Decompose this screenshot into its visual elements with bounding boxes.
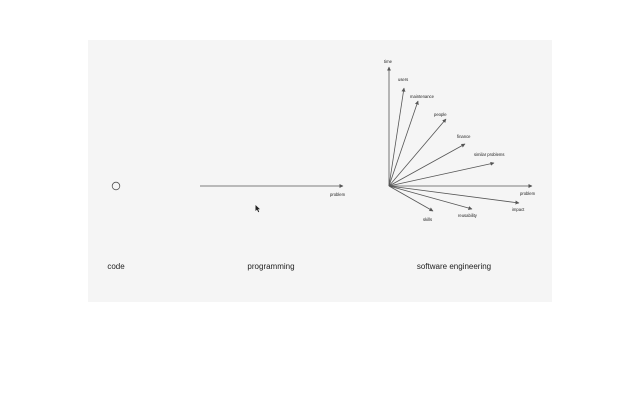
se-label-similar-problems: similar problems xyxy=(474,152,504,157)
se-vector-similar-problems xyxy=(388,161,495,187)
code-circle xyxy=(111,181,121,191)
se-vector-skills xyxy=(388,185,434,212)
se-label-maintenance: maintenance xyxy=(410,94,435,99)
se-vector-reusability xyxy=(388,185,473,210)
caption-software-engineering: software engineering xyxy=(416,262,492,271)
se-vector-impact xyxy=(388,185,520,205)
se-label-problem: problem xyxy=(520,191,536,196)
se-label-time: time xyxy=(384,59,393,64)
se-vector-maintenance xyxy=(388,100,419,187)
se-vector-people xyxy=(388,118,447,187)
programming-problem-label: problem xyxy=(330,192,346,197)
caption-programming: programming xyxy=(247,262,295,271)
se-label-finance: finance xyxy=(457,134,471,139)
se-vector-users xyxy=(388,87,406,187)
se-label-people: people xyxy=(434,112,447,117)
se-vector-finance xyxy=(388,143,466,187)
se-label-reusability: reusability xyxy=(458,213,478,218)
software-engineering-vectors: time users maintenance people finance similar… xyxy=(384,59,536,222)
se-label-skills: skills xyxy=(423,217,432,222)
slide-background xyxy=(88,40,552,302)
mouse-cursor-icon xyxy=(255,205,260,213)
se-label-impact: impact xyxy=(512,207,525,212)
se-label-users: users xyxy=(398,77,408,82)
caption-code: code xyxy=(107,262,125,271)
